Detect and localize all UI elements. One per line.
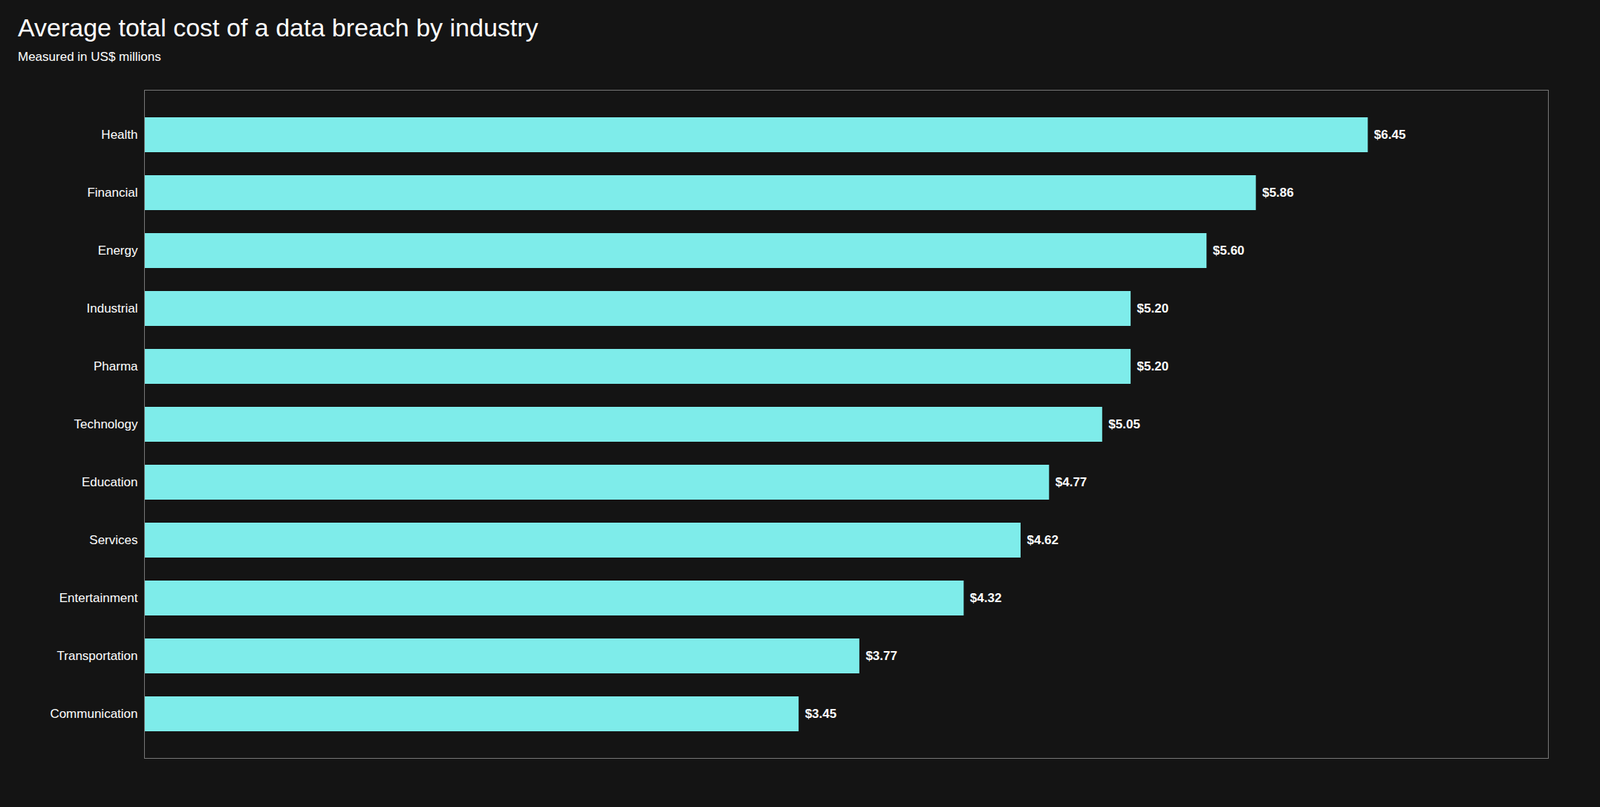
- svg-text:Technology: Technology: [73, 417, 139, 432]
- svg-text:Communication: Communication: [49, 707, 138, 722]
- svg-text:$4.32: $4.32: [970, 591, 1003, 606]
- svg-text:Energy: Energy: [98, 243, 139, 258]
- html-text:Measured in US$ millions: Measured in US$ millions: [17, 49, 162, 64]
- svg-text:Entertainment: Entertainment: [59, 591, 139, 606]
- svg-text:$3.77: $3.77: [865, 649, 898, 664]
- svg-text:Services: Services: [89, 533, 138, 548]
- svg-text:$5.20: $5.20: [1137, 359, 1170, 374]
- svg-text:$6.45: $6.45: [1374, 127, 1407, 142]
- svg-text:$5.60: $5.60: [1212, 243, 1245, 258]
- svg-text:$5.86: $5.86: [1262, 185, 1294, 200]
- svg-text:Financial: Financial: [86, 185, 138, 200]
- svg-text:$5.20: $5.20: [1137, 301, 1170, 316]
- svg-text:Industrial: Industrial: [86, 301, 139, 316]
- svg-text:Transportation: Transportation: [57, 649, 139, 664]
- html-text:Average total cost of a data b: Average total cost of a data breach by i…: [17, 13, 539, 42]
- svg-text:$4.62: $4.62: [1026, 533, 1059, 548]
- svg-text:$4.77: $4.77: [1055, 475, 1088, 490]
- svg-text:Education: Education: [81, 475, 139, 490]
- svg-text:$3.45: $3.45: [805, 707, 838, 722]
- svg-text:$5.05: $5.05: [1108, 417, 1141, 432]
- svg-text:Pharma: Pharma: [93, 359, 139, 374]
- svg-text:Health: Health: [101, 127, 138, 142]
